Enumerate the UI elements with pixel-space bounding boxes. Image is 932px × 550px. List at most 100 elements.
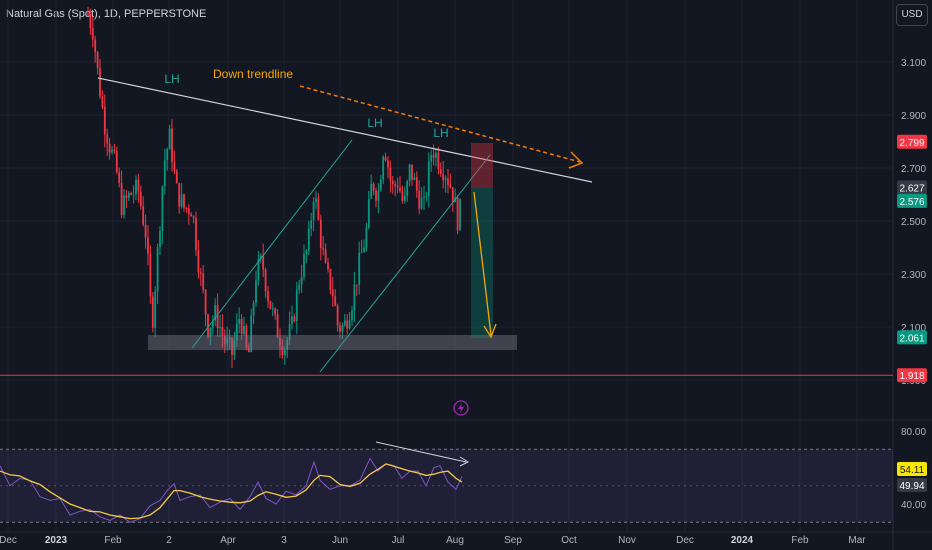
time-tick-label: Aug [446,535,464,546]
candle-body [252,302,255,316]
candle [403,186,406,204]
candle [459,198,461,231]
candle-body [425,195,428,197]
candle [276,309,279,339]
candle-body [259,255,262,259]
candle [173,150,176,175]
candle [163,148,166,195]
candle-body [96,52,99,68]
time-tick-label: 2023 [45,535,68,546]
candle [142,196,145,227]
down-trendline [97,77,593,183]
candle-body [139,191,142,207]
candle-body [274,308,277,315]
candle [382,155,385,184]
candle [274,307,277,320]
candle [312,196,315,232]
price-tag-bg [897,330,927,345]
candle-body [351,310,353,321]
candle-body [372,183,375,191]
candle [343,314,346,327]
candle [118,167,121,188]
candle-body [355,284,358,286]
candle [442,160,445,189]
candle [415,171,418,198]
candle [137,173,140,203]
candle-body [286,339,289,350]
candle [389,160,392,193]
candle-body [199,272,202,274]
candle [413,172,416,181]
candle [257,251,260,286]
candle-body [348,320,351,329]
candle-body [151,296,154,328]
candle [139,185,142,210]
candle-body [118,172,121,183]
candle-body [108,143,111,153]
candle [183,193,185,212]
candle-body [298,284,301,290]
candle [281,339,284,359]
candle-body [305,250,308,254]
candle [147,225,149,266]
candle-body [384,157,387,161]
candle [149,245,152,304]
candle [449,173,452,189]
candle [255,270,257,307]
candle-body [439,169,442,174]
candle-body [238,319,241,324]
candle-body [264,269,267,292]
candle-body [319,219,322,249]
price-tag-label: 1.918 [899,371,924,382]
candle [91,16,94,48]
candle-body [163,160,166,187]
candle [245,323,248,351]
candle-body [132,194,135,196]
candle-body [87,14,89,16]
candle-body [125,195,128,199]
candle-body [430,154,433,162]
candle-body [435,152,437,158]
candle-body [226,338,229,344]
candle-body [250,315,253,353]
rsi-signal-line [0,463,463,520]
time-axis: Dec 2023 Feb 2 Apr 3 Jun Jul Aug Sep Oct Nov Dec 2024… [0,535,866,546]
candle [384,152,387,162]
candle [123,189,125,219]
candle-body [231,337,233,355]
candle [339,322,341,339]
candle-body [327,262,329,270]
candle-body [279,337,281,347]
candle-body [406,181,409,196]
currency-button[interactable]: USD [896,4,928,26]
candle-body [243,325,245,334]
candle-body [101,96,104,107]
candle-body [171,128,173,163]
candle-body [447,178,449,185]
candle-body [303,253,305,277]
swing-label: LH [367,116,382,130]
price-tag: 2.576 [897,193,927,208]
candle [432,144,435,166]
candle-body [149,253,152,297]
candle-body [190,214,193,217]
time-tick-label: 3 [281,535,287,546]
support-zone [148,335,517,350]
candle-body [370,183,373,199]
candle-body [423,196,425,198]
candle [240,314,243,341]
candle [175,169,178,184]
time-tick-label: Jul [392,535,405,546]
candle-body [293,316,296,321]
candle [423,186,425,210]
time-tick-label: Dec [676,535,694,546]
candle [367,190,370,230]
candle [379,174,382,192]
candle-body [127,192,130,199]
time-tick-label: Nov [618,535,636,546]
candle [166,147,169,171]
candle [360,239,363,254]
price-tag-label: 2.627 [899,183,924,194]
candle [243,317,245,337]
